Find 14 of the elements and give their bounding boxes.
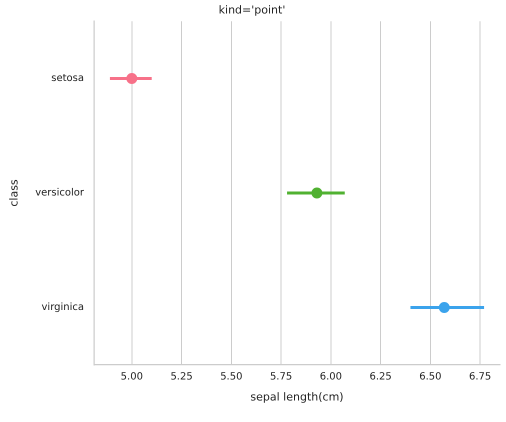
x-tick-label: 6.75 xyxy=(468,371,492,382)
x-tick-label: 5.50 xyxy=(220,371,242,382)
y-axis-title: class xyxy=(7,179,20,207)
chart-title: kind='point' xyxy=(218,3,286,16)
x-axis-title: sepal length(cm) xyxy=(250,390,344,404)
x-tick-label: 6.50 xyxy=(419,371,442,382)
x-tick-label: 5.75 xyxy=(270,371,292,382)
x-tick-label: 6.25 xyxy=(369,371,392,382)
y-tick-label: versicolor xyxy=(35,188,85,199)
y-tick-label: setosa xyxy=(51,73,84,84)
x-tick-label: 6.00 xyxy=(320,371,342,382)
x-tick-label: 5.00 xyxy=(120,371,143,382)
y-tick-label: virginica xyxy=(41,302,84,314)
x-tick-label: 5.25 xyxy=(170,371,193,382)
